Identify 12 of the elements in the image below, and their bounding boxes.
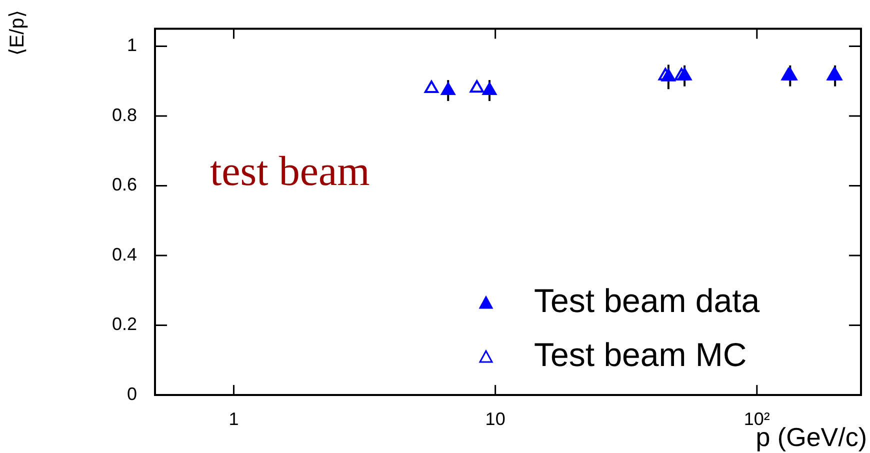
x-tick-label: 10 (485, 408, 506, 429)
y-tick-label: 0.2 (112, 314, 137, 334)
y-axis-title: ⟨E/p⟩ (6, 10, 29, 56)
y-tick-label: 1 (126, 35, 137, 56)
legend-label: Test beam data (534, 282, 760, 320)
y-tick-label: 0.8 (112, 104, 137, 125)
annotation: test beam (210, 149, 370, 195)
y-tick-label: 0 (126, 384, 137, 404)
x-tick-label: 1 (228, 408, 239, 429)
y-tick-label: 0.4 (112, 244, 137, 264)
legend-label: Test beam MC (534, 336, 747, 374)
y-tick-label: 0.6 (112, 174, 137, 195)
